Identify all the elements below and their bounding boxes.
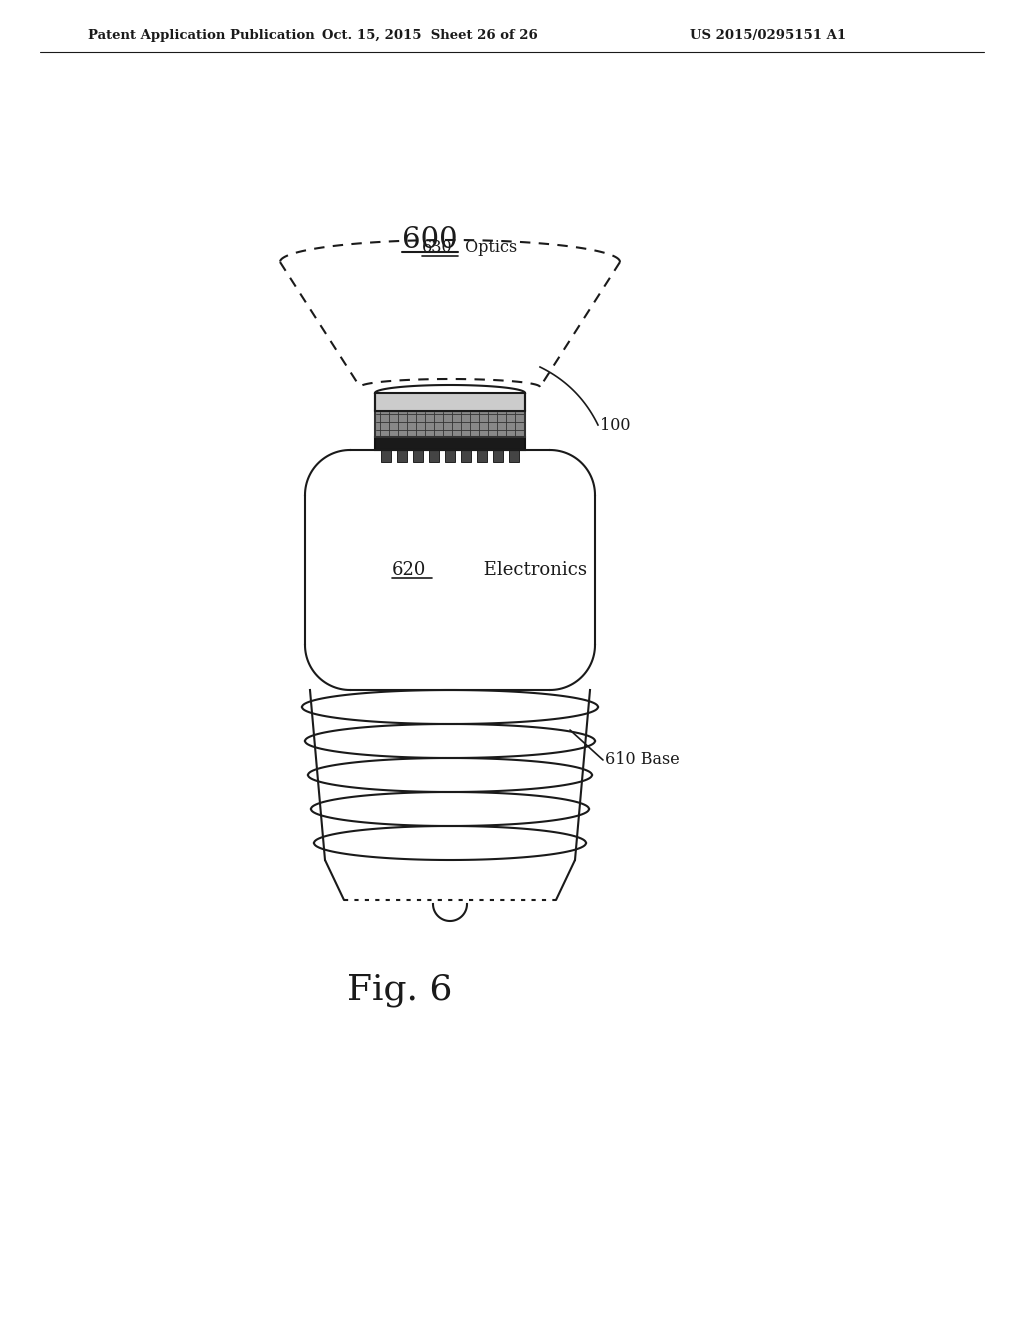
- Text: Electronics: Electronics: [478, 561, 587, 579]
- Bar: [429, 450, 439, 462]
- Text: 600: 600: [402, 226, 458, 253]
- Bar: [375, 411, 525, 437]
- Text: 620: 620: [392, 561, 426, 579]
- Bar: [397, 450, 407, 462]
- Bar: [375, 393, 525, 411]
- Bar: [445, 450, 455, 462]
- Bar: [477, 450, 487, 462]
- Text: 630: 630: [422, 239, 453, 256]
- Text: 610 Base: 610 Base: [605, 751, 680, 768]
- Bar: [461, 450, 471, 462]
- Bar: [493, 450, 503, 462]
- Bar: [509, 450, 519, 462]
- Text: Oct. 15, 2015  Sheet 26 of 26: Oct. 15, 2015 Sheet 26 of 26: [323, 29, 538, 41]
- Text: Optics: Optics: [460, 239, 517, 256]
- Text: 100: 100: [600, 417, 631, 433]
- Text: Patent Application Publication: Patent Application Publication: [88, 29, 314, 41]
- Bar: [375, 437, 525, 450]
- Text: Fig. 6: Fig. 6: [347, 973, 453, 1007]
- Text: US 2015/0295151 A1: US 2015/0295151 A1: [690, 29, 846, 41]
- Bar: [381, 450, 391, 462]
- Bar: [413, 450, 423, 462]
